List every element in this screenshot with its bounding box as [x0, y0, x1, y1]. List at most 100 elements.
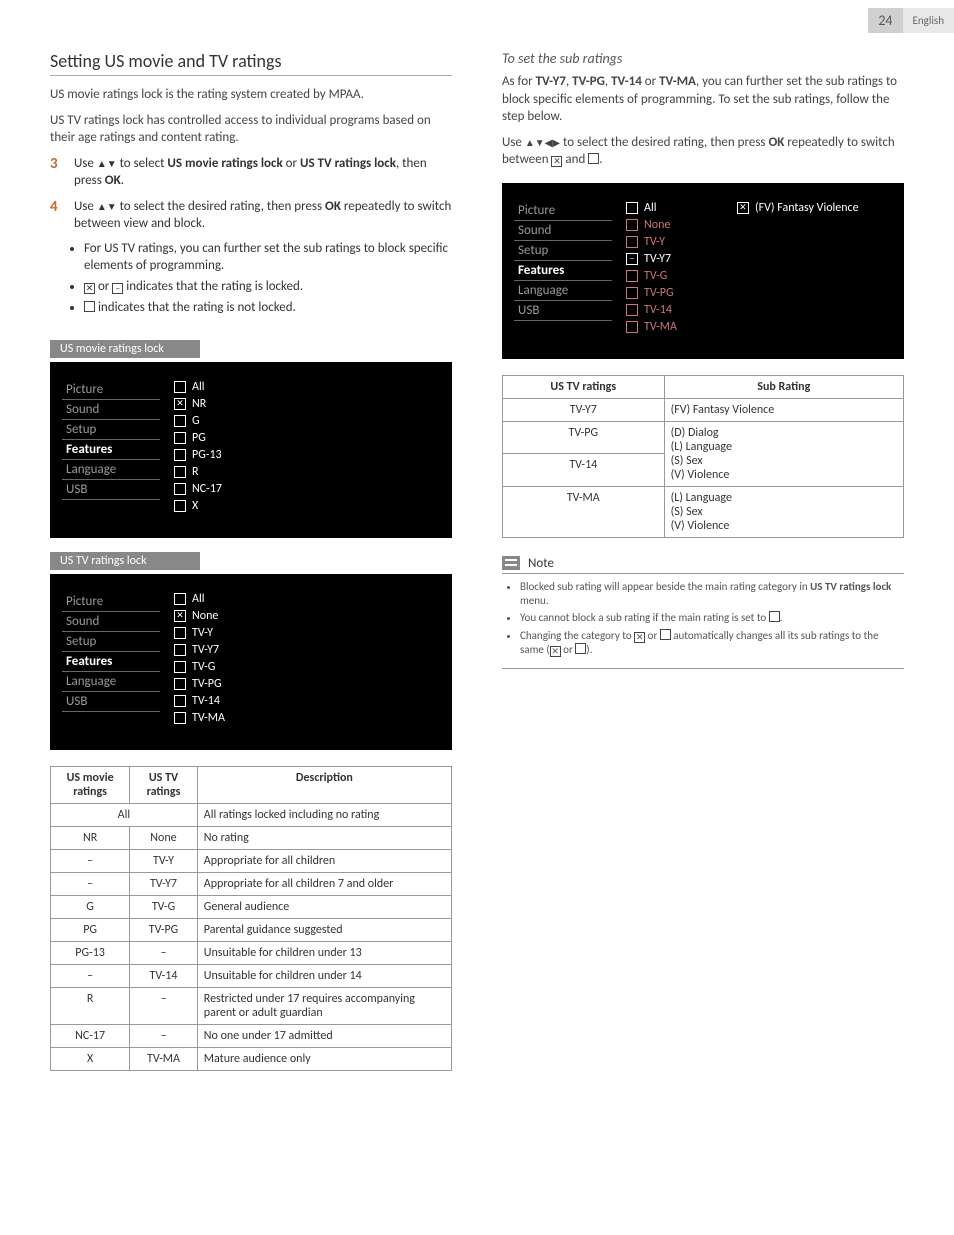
tv-option: TV-Y	[174, 626, 225, 640]
step-number: 3	[50, 155, 64, 190]
checkbox-icon	[174, 466, 186, 478]
tv-sidebar-item: Setup	[62, 632, 160, 652]
tv-option: TV-Y	[626, 235, 677, 249]
tv-option: TV-14	[626, 303, 677, 317]
table-cell: (L) Language(S) Sex(V) Violence	[664, 486, 903, 537]
up-down-icon: ▲▼	[97, 200, 117, 213]
tv-sub-options: (FV) Fantasy Violence	[737, 201, 859, 337]
tv-option: TV-PG	[626, 286, 677, 300]
table-row: PGTV-PGParental guidance suggested	[51, 919, 452, 942]
table-row: R–Restricted under 17 requires accompany…	[51, 988, 452, 1025]
nav-arrows-icon: ▲▼◀▶	[525, 136, 560, 149]
tv-option: PG	[174, 431, 222, 445]
right-column: To set the sub ratings As for TV-Y7, TV-…	[502, 50, 904, 1071]
tv-sidebar-item: Setup	[514, 241, 612, 261]
subheading: To set the sub ratings	[502, 50, 904, 67]
page-header: 24 English	[868, 8, 954, 33]
checkbox-icon	[174, 678, 186, 690]
table-row: –TV-YAppropriate for all children	[51, 850, 452, 873]
tv-option: TV-MA	[174, 711, 225, 725]
tv-option-label: None	[644, 218, 670, 232]
tv-option-label: All	[644, 201, 656, 215]
table-row: NRNoneNo rating	[51, 827, 452, 850]
checkbox-icon	[174, 695, 186, 707]
step-number: 4	[50, 198, 64, 233]
tv-sidebar: PictureSoundSetupFeaturesLanguageUSB	[62, 592, 160, 728]
tv-option: TV-G	[626, 269, 677, 283]
table-row: NC-17–No one under 17 admitted	[51, 1025, 452, 1048]
checkbox-icon	[626, 270, 638, 282]
note-icon	[502, 556, 520, 570]
note-label: Note	[528, 556, 554, 571]
table-header: US movie ratings	[51, 767, 130, 804]
checkbox-icon	[626, 321, 638, 333]
checkbox-icon	[174, 712, 186, 724]
tv-sidebar-item: Picture	[514, 201, 612, 221]
tv-option-label: TV-MA	[192, 711, 225, 725]
table-cell: TV-14	[130, 965, 198, 988]
checkbox-icon	[626, 236, 638, 248]
sub-ratings-table: US TV ratingsSub RatingTV-Y7(FV) Fantasy…	[502, 375, 904, 538]
tv-option-label: TV-PG	[192, 677, 222, 691]
step-body: Use ▲▼ to select the desired rating, the…	[74, 198, 452, 233]
table-cell: PG-13	[51, 942, 130, 965]
table-cell: NC-17	[51, 1025, 130, 1048]
tv-option-label: TV-Y	[192, 626, 213, 640]
tv-option-label: TV-MA	[644, 320, 677, 334]
step-4: 4 Use ▲▼ to select the desired rating, t…	[50, 198, 452, 233]
table-header: US TV ratings	[503, 375, 665, 398]
note-list: Blocked sub rating will appear beside th…	[520, 580, 904, 657]
note-item: You cannot block a sub rating if the mai…	[520, 611, 904, 625]
checkbox-open-icon	[588, 153, 599, 164]
table-cell: TV-G	[130, 896, 198, 919]
note-item: Blocked sub rating will appear beside th…	[520, 580, 904, 609]
tv-sidebar-item: Features	[62, 440, 160, 460]
table-cell: –	[130, 942, 198, 965]
tv-sidebar: PictureSoundSetupFeaturesLanguageUSB	[514, 201, 612, 337]
checkbox-icon	[174, 610, 186, 622]
tv-sidebar-item: Language	[62, 672, 160, 692]
table-row: GTV-GGeneral audience	[51, 896, 452, 919]
checkbox-icon	[174, 432, 186, 444]
note-box: Note Blocked sub rating will appear besi…	[502, 556, 904, 669]
tv-option: G	[174, 414, 222, 428]
table-cell: TV-MA	[130, 1048, 198, 1071]
note-item: Changing the category to or automaticall…	[520, 629, 904, 658]
intro-1: US movie ratings lock is the rating syst…	[50, 86, 452, 104]
table-row: TV-PG(D) Dialog(L) Language(S) Sex(V) Vi…	[503, 421, 904, 454]
tv-sidebar-item: Sound	[62, 400, 160, 420]
tv-sidebar-item: Sound	[514, 221, 612, 241]
tv-sidebar-item: Features	[62, 652, 160, 672]
table-cell: TV-PG	[130, 919, 198, 942]
tv-sidebar-item: Setup	[62, 420, 160, 440]
tv-option-label: All	[192, 380, 204, 394]
checkbox-icon	[174, 593, 186, 605]
checkbox-icon	[174, 398, 186, 410]
tv-option-label: TV-Y7	[644, 252, 671, 266]
tv-menu-sub: PictureSoundSetupFeaturesLanguageUSB All…	[502, 183, 904, 359]
tv-sidebar: PictureSoundSetupFeaturesLanguageUSB	[62, 380, 160, 516]
table-cell: Appropriate for all children	[197, 850, 451, 873]
tv-option-label: PG	[192, 431, 206, 445]
step-body: Use ▲▼ to select US movie ratings lock o…	[74, 155, 452, 190]
tv-option: All	[174, 592, 225, 606]
table-cell: Mature audience only	[197, 1048, 451, 1071]
tv-menu-label-movie: US movie ratings lock	[50, 340, 200, 358]
table-cell: Unsuitable for children under 14	[197, 965, 451, 988]
checkbox-icon	[174, 661, 186, 673]
table-cell: Parental guidance suggested	[197, 919, 451, 942]
table-row: PG-13–Unsuitable for children under 13	[51, 942, 452, 965]
table-header: US TV ratings	[130, 767, 198, 804]
checkbox-icon	[626, 253, 638, 265]
tv-option-label: G	[192, 414, 200, 428]
step-3: 3 Use ▲▼ to select US movie ratings lock…	[50, 155, 452, 190]
tv-option-label: R	[192, 465, 199, 479]
table-cell: NR	[51, 827, 130, 850]
table-cell: (FV) Fantasy Violence	[664, 398, 903, 421]
table-cell: No one under 17 admitted	[197, 1025, 451, 1048]
left-column: Setting US movie and TV ratings US movie…	[50, 50, 452, 1071]
bullet-item: indicates that the rating is not locked.	[84, 300, 452, 317]
checkbox-icon	[626, 287, 638, 299]
tv-sidebar-item: Picture	[62, 380, 160, 400]
tv-options-tv: AllNoneTV-YTV-Y7TV-GTV-PGTV-14TV-MA	[174, 592, 225, 728]
